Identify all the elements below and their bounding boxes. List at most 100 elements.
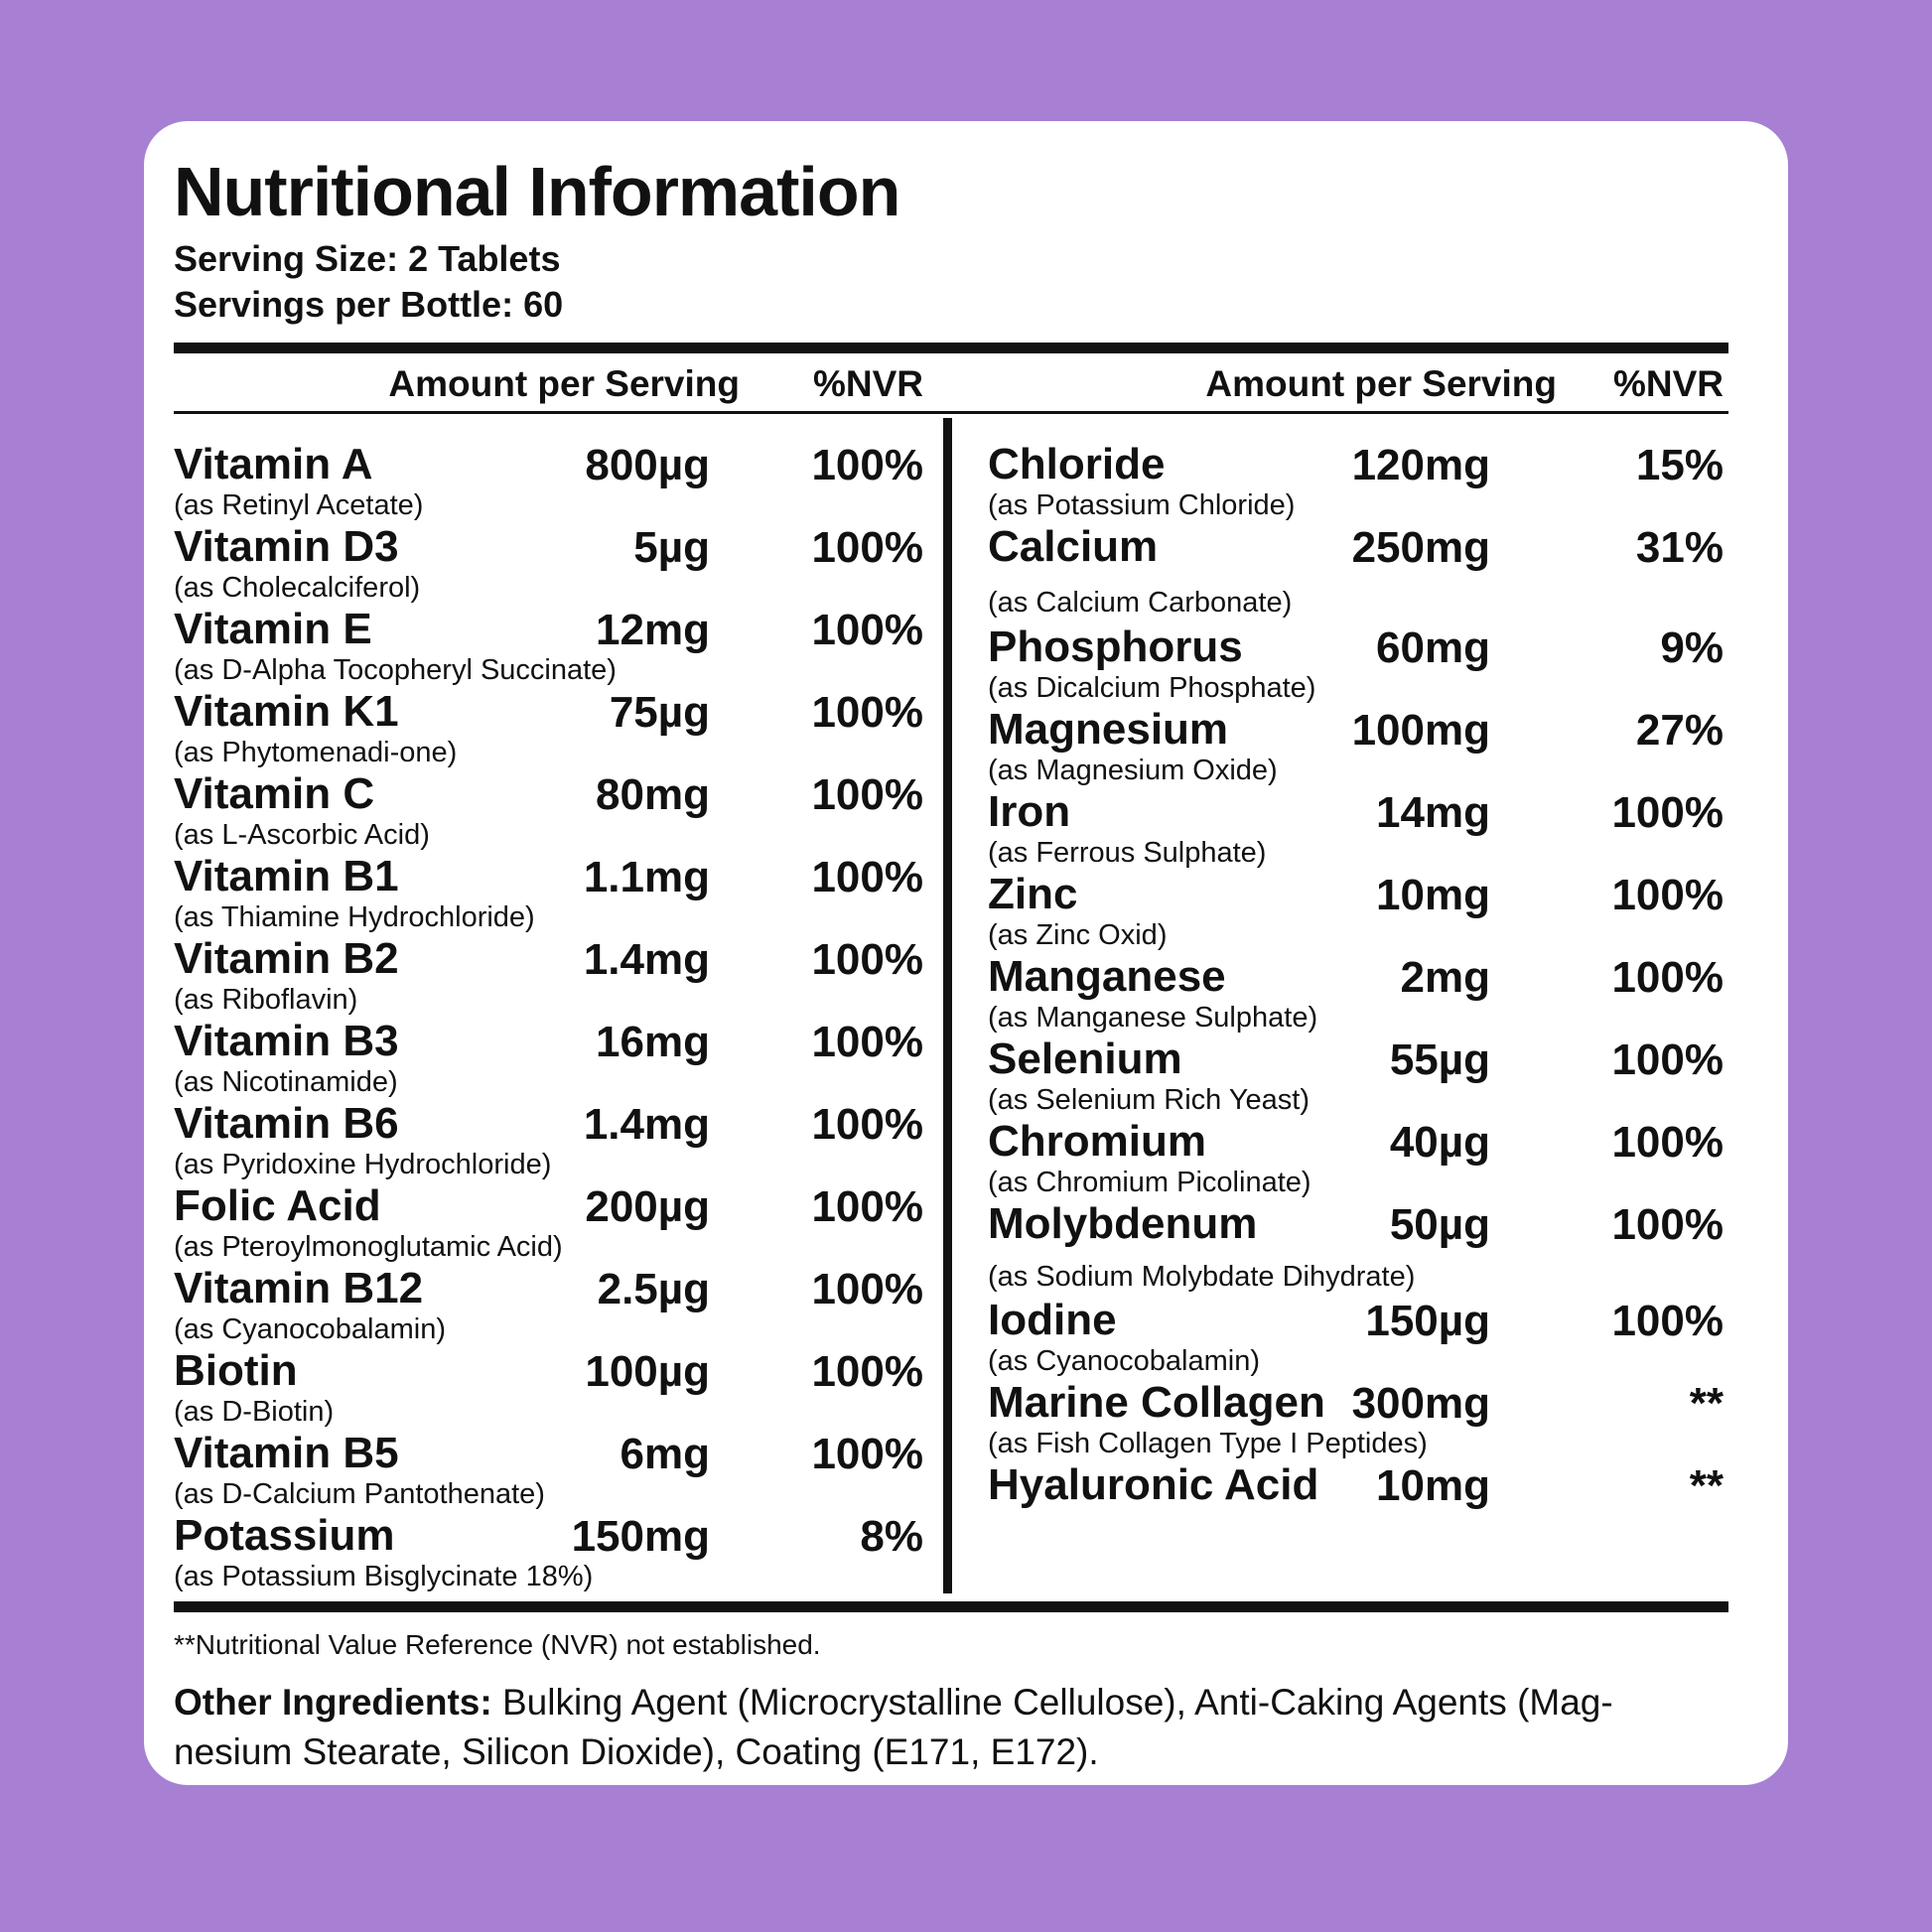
nutrient-name: Vitamin B3 bbox=[174, 1017, 399, 1065]
nutrient-source: (as D-Alpha Tocopheryl Succinate) bbox=[174, 654, 617, 686]
nutrient-source: (as Pteroylmonoglutamic Acid) bbox=[174, 1231, 563, 1263]
nutrient-source: (as L-Ascorbic Acid) bbox=[174, 819, 430, 851]
nutrient-nvr-percent: 100% bbox=[811, 1100, 923, 1149]
nutrient-nvr-percent: 100% bbox=[811, 688, 923, 737]
nutrient-name: Vitamin C bbox=[174, 769, 375, 818]
nutrient-name: Vitamin B12 bbox=[174, 1264, 424, 1312]
nutrient-row: Vitamin B2 (as Riboflavin) 1.4mg 100% bbox=[174, 934, 923, 1017]
nutrient-nvr-percent: 31% bbox=[1635, 523, 1724, 572]
nutrient-amount: 16mg bbox=[596, 1018, 710, 1066]
nutrient-nvr-percent: 100% bbox=[811, 1430, 923, 1478]
nutrient-name: Selenium bbox=[988, 1035, 1182, 1083]
nutrient-column-left: Vitamin A (as Retinyl Acetate) 800µg 100% Vi… bbox=[174, 440, 943, 1593]
nutrient-amount: 80mg bbox=[596, 770, 710, 819]
servings-per-bottle-text: Servings per Bottle: 60 bbox=[174, 284, 564, 325]
nutrient-nvr-percent: 100% bbox=[1611, 1118, 1724, 1167]
nutrient-source: (as Fish Collagen Type I Peptides) bbox=[988, 1428, 1428, 1459]
nutrient-nvr-percent: 100% bbox=[811, 441, 923, 489]
nutrient-amount: 55µg bbox=[1389, 1035, 1490, 1084]
nutrient-row: Potassium (as Potassium Bisglycinate 18%)… bbox=[174, 1511, 923, 1593]
nutrient-amount: 150µg bbox=[1365, 1297, 1490, 1345]
nutrient-source: (as Selenium Rich Yeast) bbox=[988, 1084, 1310, 1116]
nutrient-nvr-percent: 100% bbox=[1611, 871, 1724, 919]
nutrient-source: (as Retinyl Acetate) bbox=[174, 489, 424, 521]
nutrient-source: (as Thiamine Hydrochloride) bbox=[174, 901, 535, 933]
table-header-row: Amount per Serving %NVR Amount per Servi… bbox=[174, 353, 1728, 411]
nutrient-row: Iodine (as Cyanocobalamin) 150µg 100% bbox=[988, 1296, 1724, 1378]
nutrient-amount: 12mg bbox=[596, 606, 710, 654]
nutrient-amount: 40µg bbox=[1389, 1118, 1490, 1167]
nutrient-amount: 5µg bbox=[633, 523, 710, 572]
nutrient-row: Magnesium (as Magnesium Oxide) 100mg 27% bbox=[988, 705, 1724, 787]
nutrient-row: Biotin (as D-Biotin) 100µg 100% bbox=[174, 1346, 923, 1429]
nutrient-amount: 75µg bbox=[609, 688, 710, 737]
nutrient-nvr-percent: 100% bbox=[811, 1018, 923, 1066]
nutrient-row: Marine Collagen (as Fish Collagen Type I … bbox=[988, 1378, 1724, 1460]
nvr-footnote: **Nutritional Value Reference (NVR) not … bbox=[174, 1629, 821, 1660]
nutrient-row: Iron (as Ferrous Sulphate) 14mg 100% bbox=[988, 787, 1724, 870]
nutrient-source: (as Chromium Picolinate) bbox=[988, 1167, 1311, 1198]
other-ingredients-line2: nesium Stearate, Silicon Dioxide), Coati… bbox=[174, 1731, 1099, 1772]
nutrient-row: Chromium (as Chromium Picolinate) 40µg 100% bbox=[988, 1117, 1724, 1199]
other-ingredients-line1: Bulking Agent (Microcrystalline Cellulos… bbox=[491, 1682, 1613, 1723]
nutrient-nvr-percent: 100% bbox=[811, 606, 923, 654]
top-divider bbox=[174, 343, 1728, 353]
nutrient-row: Vitamin E (as D-Alpha Tocopheryl Succinat… bbox=[174, 605, 923, 687]
nutrient-source: (as Pyridoxine Hydrochloride) bbox=[174, 1149, 552, 1180]
nutrient-amount: 150mg bbox=[571, 1512, 710, 1561]
nutrient-source: (as Ferrous Sulphate) bbox=[988, 837, 1267, 869]
nutrient-source: (as Cholecalciferol) bbox=[174, 572, 421, 604]
nutrient-nvr-percent: 100% bbox=[811, 935, 923, 984]
nutrient-row: Phosphorus (as Dicalcium Phosphate) 60mg 9% bbox=[988, 622, 1724, 705]
nutrient-amount: 100µg bbox=[585, 1347, 710, 1396]
nutrient-name: Chromium bbox=[988, 1117, 1206, 1166]
nutrient-name: Vitamin B2 bbox=[174, 934, 399, 983]
nutrient-name: Molybdenum bbox=[988, 1199, 1258, 1248]
nutrient-nvr-percent: 100% bbox=[1611, 953, 1724, 1002]
nutrient-source: (as Riboflavin) bbox=[174, 984, 358, 1016]
page-title: Nutritional Information bbox=[174, 153, 900, 230]
nutrient-source: (as Potassium Bisglycinate 18%) bbox=[174, 1561, 594, 1592]
nutrient-name: Manganese bbox=[988, 952, 1226, 1001]
nutrient-row: Calcium (as Calcium Carbonate) 250mg 31% bbox=[988, 522, 1724, 622]
nutrient-amount: 1.4mg bbox=[583, 1100, 710, 1149]
nutrient-amount: 1.4mg bbox=[583, 935, 710, 984]
nutrient-nvr-percent: 15% bbox=[1635, 441, 1724, 489]
table-header-right: Amount per Serving %NVR bbox=[943, 353, 1728, 411]
nutrient-name: Calcium bbox=[988, 522, 1159, 571]
nvr-header: %NVR bbox=[1612, 363, 1724, 404]
nutrient-nvr-percent: 100% bbox=[811, 1265, 923, 1313]
amount-per-serving-header: Amount per Serving bbox=[1205, 363, 1557, 404]
nutrient-source: (as Dicalcium Phosphate) bbox=[988, 672, 1316, 704]
nutrient-name: Vitamin B5 bbox=[174, 1429, 399, 1477]
other-ingredients-label: Other Ingredients: bbox=[174, 1682, 492, 1723]
nutrient-name: Phosphorus bbox=[988, 622, 1243, 671]
nutrient-amount: 250mg bbox=[1351, 523, 1490, 572]
nutrient-name: Vitamin E bbox=[174, 605, 372, 653]
nutrient-amount: 800µg bbox=[585, 441, 710, 489]
nutrient-row: Zinc (as Zinc Oxid) 10mg 100% bbox=[988, 870, 1724, 952]
nutrient-row: Vitamin K1 (as Phytomenadi-one) 75µg 100% bbox=[174, 687, 923, 769]
nutrient-row: Selenium (as Selenium Rich Yeast) 55µg 100% bbox=[988, 1035, 1724, 1117]
amount-per-serving-header: Amount per Serving bbox=[388, 363, 740, 404]
nutrient-source: (as Calcium Carbonate) bbox=[988, 587, 1293, 619]
nutrient-row: Vitamin A (as Retinyl Acetate) 800µg 100% bbox=[174, 440, 923, 522]
nutrient-name: Vitamin K1 bbox=[174, 687, 399, 736]
nutrient-amount: 10mg bbox=[1376, 871, 1490, 919]
nutrient-row: Chloride (as Potassium Chloride) 120mg 15% bbox=[988, 440, 1724, 522]
nutrient-source: (as Potassium Chloride) bbox=[988, 489, 1296, 521]
nutrient-source: (as D-Calcium Pantothenate) bbox=[174, 1478, 545, 1510]
nutrient-name: Marine Collagen bbox=[988, 1378, 1325, 1427]
serving-size-text: Serving Size: 2 Tablets bbox=[174, 238, 561, 279]
nutrient-amount: 10mg bbox=[1376, 1461, 1490, 1510]
nutrient-amount: 14mg bbox=[1376, 788, 1490, 837]
nutrient-nvr-percent: 8% bbox=[860, 1512, 923, 1561]
nutrient-nvr-percent: 9% bbox=[1660, 623, 1724, 672]
nutrient-name: Iodine bbox=[988, 1296, 1117, 1344]
nutrient-name: Vitamin D3 bbox=[174, 522, 399, 571]
nutrient-row: Folic Acid (as Pteroylmonoglutamic Acid) 2… bbox=[174, 1181, 923, 1264]
nutrient-nvr-percent: 100% bbox=[811, 523, 923, 572]
nutrient-source: (as Sodium Molybdate Dihydrate) bbox=[988, 1261, 1416, 1293]
nutrient-source: (as Magnesium Oxide) bbox=[988, 755, 1278, 786]
